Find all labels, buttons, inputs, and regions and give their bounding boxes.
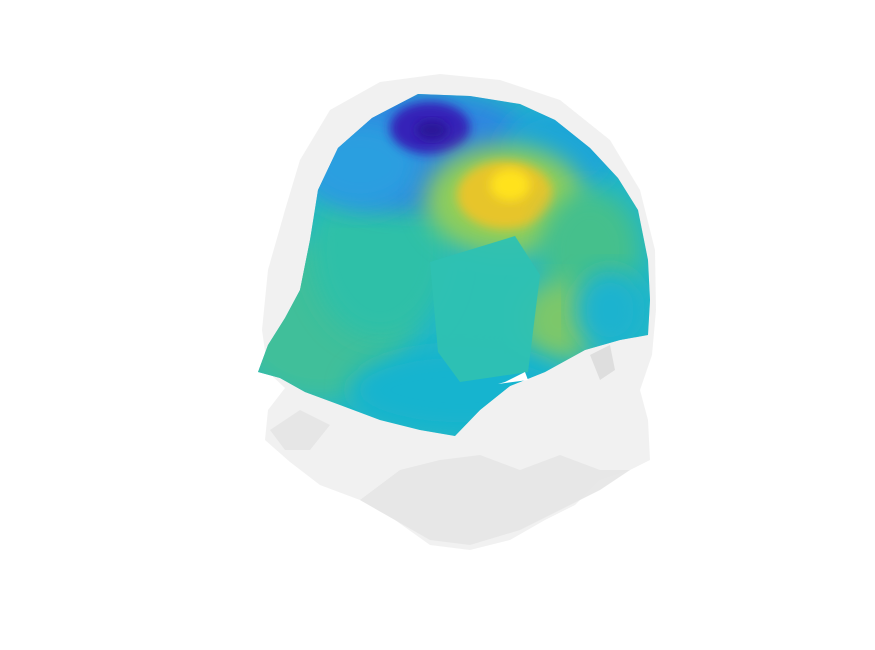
mesh-gap — [498, 372, 528, 384]
